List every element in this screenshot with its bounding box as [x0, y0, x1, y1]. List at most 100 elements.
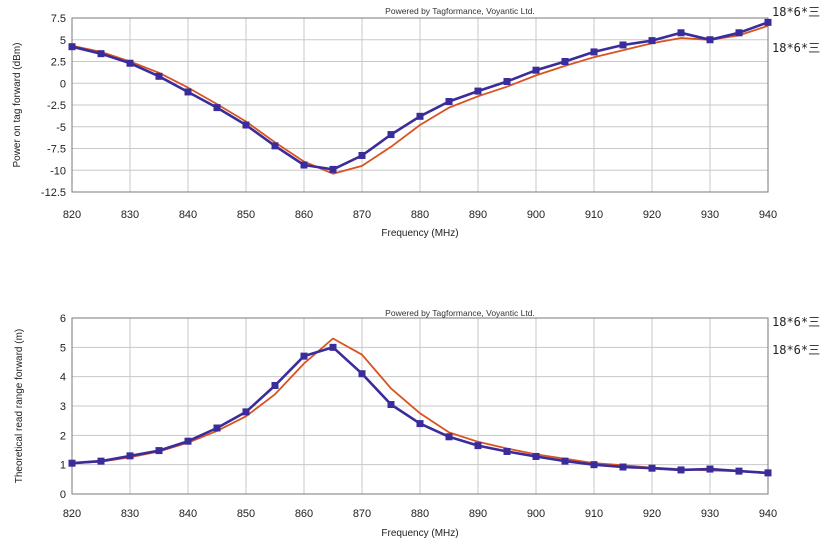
x-tick-label: 830 [121, 508, 139, 520]
data-point-marker [387, 401, 395, 409]
chart-power-forward: 820 830 840 850 860 870 880 890 900 910 920 930 940 7… [12, 5, 820, 239]
plot-frame [71, 17, 769, 193]
y-tick-label: 4 [60, 372, 66, 384]
x-tick-label: 880 [411, 508, 429, 520]
y-tick-label: -7.5 [47, 144, 66, 156]
data-point-marker [445, 98, 453, 106]
x-tick-label: 820 [63, 508, 81, 520]
data-point-marker [184, 88, 192, 96]
x-tick-label: 940 [759, 508, 777, 520]
credit-text: Powered by Tagformance, Voyantic Ltd. [385, 6, 535, 16]
data-point-marker [97, 50, 105, 58]
y-tick-label: 2.5 [51, 57, 66, 69]
data-point-marker [155, 72, 163, 80]
data-point-marker [677, 29, 685, 37]
data-point-marker [619, 463, 627, 471]
data-point-marker [271, 142, 279, 150]
data-point-marker [329, 165, 337, 173]
x-tick-label: 840 [179, 209, 197, 221]
data-point-marker [329, 343, 337, 351]
x-tick-label: 850 [237, 209, 255, 221]
data-point-marker [503, 447, 511, 455]
x-tick-label: 820 [63, 209, 81, 221]
legend-entry: 18*6*三 [772, 5, 820, 19]
x-tick-label: 870 [353, 209, 371, 221]
data-point-marker [474, 442, 482, 450]
data-point-marker [735, 29, 743, 37]
credit-text: Powered by Tagformance, Voyantic Ltd. [385, 308, 535, 318]
x-tick-label: 890 [469, 209, 487, 221]
data-point-marker [126, 59, 134, 67]
x-tick-label: 860 [295, 508, 313, 520]
x-axis-label: Frequency (MHz) [381, 528, 458, 539]
x-tick-label: 910 [585, 508, 603, 520]
plot-frame [71, 317, 769, 495]
data-point-marker [97, 457, 105, 465]
data-point-marker [416, 112, 424, 120]
data-point-marker [619, 41, 627, 49]
y-tick-label: 3 [60, 401, 66, 413]
data-point-marker [213, 424, 221, 432]
data-point-marker [590, 461, 598, 469]
data-point-marker [387, 131, 395, 139]
data-point-marker [677, 466, 685, 474]
data-point-marker [532, 452, 540, 460]
data-point-marker [300, 352, 308, 360]
data-point-marker [532, 66, 540, 74]
data-point-marker [271, 381, 279, 389]
x-tick-label: 880 [411, 209, 429, 221]
data-point-marker [68, 459, 76, 467]
x-tick-label: 850 [237, 508, 255, 520]
data-point-marker [561, 457, 569, 465]
data-point-marker [155, 447, 163, 455]
x-tick-label: 900 [527, 209, 545, 221]
data-point-marker [358, 151, 366, 159]
data-point-marker [416, 420, 424, 428]
y-axis-label: Theoretical read range forward (m) [14, 329, 25, 484]
data-point-marker [735, 467, 743, 475]
y-tick-label: 7.5 [51, 13, 66, 25]
x-tick-label: 920 [643, 209, 661, 221]
data-point-marker [764, 469, 772, 477]
x-tick-label: 870 [353, 508, 371, 520]
data-point-marker [648, 464, 656, 472]
y-axis-label: Power on tag forward (dBm) [12, 42, 23, 167]
y-tick-label: 0 [60, 78, 66, 90]
data-point-marker [706, 36, 714, 44]
data-point-marker [590, 48, 598, 56]
y-tick-label: 2 [60, 430, 66, 442]
x-tick-label: 910 [585, 209, 603, 221]
x-tick-label: 830 [121, 209, 139, 221]
x-tick-label: 930 [701, 508, 719, 520]
data-point-marker [561, 58, 569, 65]
y-tick-label: 1 [60, 460, 66, 472]
legend-entry: 18*6*三 [772, 343, 820, 357]
y-tick-label: 5 [60, 342, 66, 354]
data-point-marker [184, 437, 192, 445]
x-tick-label: 890 [469, 508, 487, 520]
x-tick-label: 940 [759, 209, 777, 221]
data-point-marker [474, 87, 482, 95]
y-tick-label: 0 [60, 489, 66, 501]
y-tick-label: -5 [56, 122, 66, 134]
data-point-marker [764, 18, 772, 26]
legend-entry: 18*6*三 [772, 315, 820, 329]
legend-entry: 18*6*三 [772, 41, 820, 55]
y-tick-label: -2.5 [47, 100, 66, 112]
data-point-marker [242, 408, 250, 416]
x-tick-label: 930 [701, 209, 719, 221]
data-point-marker [358, 370, 366, 378]
data-point-marker [126, 452, 134, 460]
y-tick-label: -10 [50, 165, 66, 177]
data-point-marker [706, 465, 714, 473]
y-tick-label: -12.5 [41, 187, 66, 199]
data-point-marker [213, 104, 221, 112]
data-point-marker [300, 161, 308, 169]
x-tick-label: 840 [179, 508, 197, 520]
x-tick-label: 860 [295, 209, 313, 221]
data-point-marker [242, 121, 250, 129]
y-tick-label: 6 [60, 313, 66, 325]
data-point-marker [648, 37, 656, 45]
data-point-marker [503, 78, 511, 86]
